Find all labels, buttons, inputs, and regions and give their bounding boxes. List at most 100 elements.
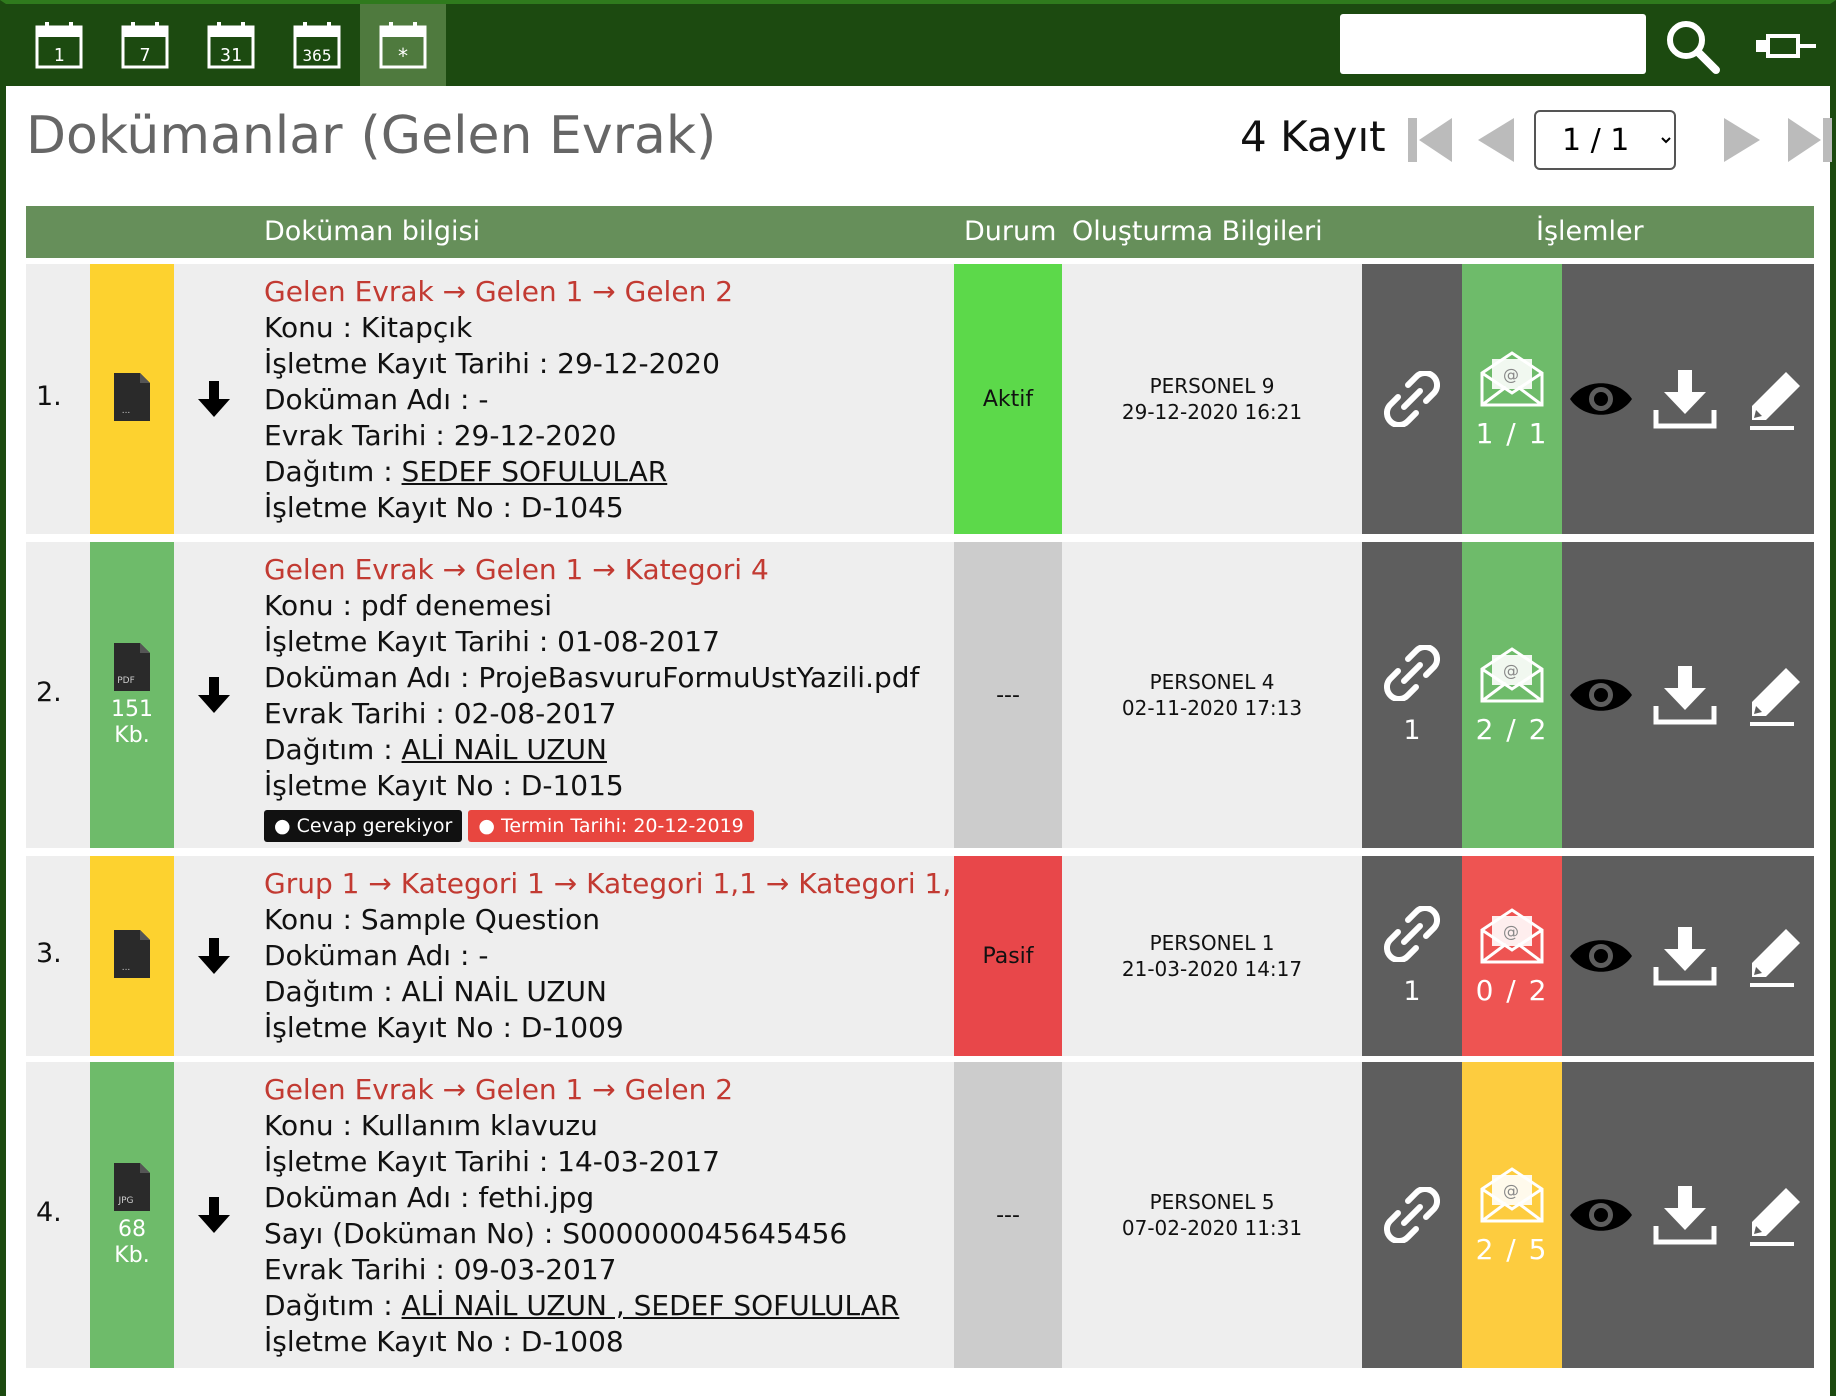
actions-cell: @1 / 1 <box>1362 264 1814 534</box>
email-button[interactable]: @2 / 2 <box>1462 542 1562 848</box>
svg-text:PDF: PDF <box>117 676 135 686</box>
info-label: Konu : <box>264 903 361 936</box>
download-button[interactable] <box>1652 1182 1718 1248</box>
edit-button[interactable] <box>1742 366 1808 432</box>
download-icon <box>1653 927 1717 986</box>
calendar-day-button[interactable]: 1 <box>16 4 102 86</box>
calendar-year-button[interactable]: 365 <box>274 4 360 86</box>
search-input[interactable] <box>1340 14 1646 74</box>
link-count: 1 <box>1403 714 1421 746</box>
expand-arrow[interactable] <box>194 675 234 715</box>
arrow-down-icon <box>198 1197 230 1233</box>
svg-text:365: 365 <box>303 46 332 65</box>
download-button[interactable] <box>1652 366 1718 432</box>
file-type-cell[interactable]: PDF 151 Kb. <box>90 542 174 848</box>
info-label: Evrak Tarihi : <box>264 1253 454 1286</box>
svg-text:@: @ <box>1503 1181 1521 1200</box>
email-button[interactable]: @2 / 5 <box>1462 1062 1562 1368</box>
table-row: 1.... Gelen Evrak → Gelen 1 → Gelen 2 Konu… <box>26 264 1814 534</box>
info-value: 29-12-2020 <box>557 347 720 380</box>
edit-button[interactable] <box>1742 662 1808 728</box>
status-tag: ● Termin Tarihi: 20-12-2019 <box>468 810 754 842</box>
next-page-icon[interactable] <box>1716 114 1768 166</box>
page-select[interactable]: 1 / 1 <box>1534 110 1676 170</box>
info-label: Dağıtım : <box>264 1289 402 1322</box>
status-cell: --- <box>954 1062 1062 1368</box>
file-type-cell[interactable]: ... <box>90 856 174 1056</box>
category-path[interactable]: Gelen Evrak → Gelen 1 → Gelen 2 <box>264 1073 734 1106</box>
info-value: D-1008 <box>520 1325 624 1358</box>
expand-arrow[interactable] <box>194 1195 234 1235</box>
first-page-icon[interactable] <box>1404 114 1456 166</box>
download-button[interactable] <box>1652 923 1718 989</box>
link-button[interactable] <box>1362 264 1462 534</box>
arrow-down-icon <box>198 677 230 713</box>
info-value: D-1009 <box>520 1011 624 1044</box>
edit-button[interactable] <box>1742 1182 1808 1248</box>
category-path[interactable]: Grup 1 → Kategori 1 → Kategori 1,1 → Kat… <box>264 867 996 900</box>
prev-page-icon[interactable] <box>1470 114 1522 166</box>
calendar-month-button[interactable]: 31 <box>188 4 274 86</box>
link-button[interactable] <box>1362 1062 1462 1368</box>
info-label: Konu : <box>264 1109 361 1142</box>
download-button[interactable] <box>1652 662 1718 728</box>
distribution-link[interactable]: SEDEF SOFULULAR <box>401 455 668 488</box>
info-label: İşletme Kayıt No : <box>264 1011 521 1044</box>
view-button[interactable] <box>1568 923 1634 989</box>
link-icon <box>1384 1187 1440 1243</box>
calendar-all-button[interactable]: * <box>360 4 446 86</box>
email-button[interactable]: @1 / 1 <box>1462 264 1562 534</box>
edit-button[interactable] <box>1742 923 1808 989</box>
info-label: Dağıtım : <box>264 455 402 488</box>
creator-name: PERSONEL 9 <box>1149 374 1275 398</box>
eye-icon <box>1570 940 1632 972</box>
view-button[interactable] <box>1568 366 1634 432</box>
page-title-text: Dokümanlar <box>26 106 343 166</box>
email-button[interactable]: @0 / 2 <box>1462 856 1562 1056</box>
creator-name: PERSONEL 5 <box>1149 1190 1275 1214</box>
distribution-link[interactable]: ALİ NAİL UZUN , SEDEF SOFULULAR <box>401 1289 900 1322</box>
actions-cell: 1 @2 / 2 <box>1362 542 1814 848</box>
file-type-cell[interactable]: ... <box>90 264 174 534</box>
info-value: ALİ NAİL UZUN <box>401 975 607 1008</box>
creation-info: PERSONEL 4 02-11-2020 17:13 <box>1062 542 1362 848</box>
info-value: 09-03-2017 <box>453 1253 617 1286</box>
file-type-cell[interactable]: JPG 68 Kb. <box>90 1062 174 1368</box>
info-line: Evrak Tarihi : 29-12-2020 <box>264 418 733 454</box>
pin-icon[interactable] <box>1752 24 1818 68</box>
file-icon: JPG <box>114 1163 150 1211</box>
document-info: Gelen Evrak → Gelen 1 → Gelen 2 Konu : Ku… <box>264 1072 899 1360</box>
download-icon <box>1653 370 1717 429</box>
info-line: Dağıtım : SEDEF SOFULULAR <box>264 454 733 490</box>
distribution-link[interactable]: ALİ NAİL UZUN <box>401 733 607 766</box>
info-value: - <box>478 383 489 416</box>
col-actions-header: İşlemler <box>1536 216 1644 247</box>
info-label: İşletme Kayıt Tarihi : <box>264 1145 558 1178</box>
info-line: Doküman Adı : - <box>264 382 733 418</box>
view-button[interactable] <box>1568 662 1634 728</box>
last-page-icon[interactable] <box>1784 114 1836 166</box>
info-line: İşletme Kayıt Tarihi : 29-12-2020 <box>264 346 733 382</box>
expand-arrow[interactable] <box>194 936 234 976</box>
info-label: İşletme Kayıt Tarihi : <box>264 347 558 380</box>
search-icon[interactable] <box>1662 16 1722 76</box>
created-date: 07-02-2020 11:31 <box>1121 1216 1303 1240</box>
info-value: D-1015 <box>520 769 624 802</box>
view-button[interactable] <box>1568 1182 1634 1248</box>
info-line: İşletme Kayıt Tarihi : 01-08-2017 <box>264 624 919 660</box>
page-title: Dokümanlar (Gelen Evrak) <box>26 106 734 166</box>
calendar-week-button[interactable]: 7 <box>102 4 188 86</box>
expand-arrow[interactable] <box>194 379 234 419</box>
svg-text:...: ... <box>122 406 131 416</box>
link-button[interactable]: 1 <box>1362 856 1462 1056</box>
category-path[interactable]: Gelen Evrak → Gelen 1 → Kategori 4 <box>264 553 769 586</box>
info-value: 14-03-2017 <box>557 1145 720 1178</box>
info-value: 01-08-2017 <box>557 625 720 658</box>
info-line: Dağıtım : ALİ NAİL UZUN , SEDEF SOFULULA… <box>264 1288 899 1324</box>
info-label: Doküman Adı : <box>264 383 479 416</box>
link-button[interactable]: 1 <box>1362 542 1462 848</box>
email-icon: @ <box>1480 646 1544 702</box>
email-count: 2 / 5 <box>1475 1232 1549 1266</box>
category-path[interactable]: Gelen Evrak → Gelen 1 → Gelen 2 <box>264 275 734 308</box>
status-cell: --- <box>954 542 1062 848</box>
